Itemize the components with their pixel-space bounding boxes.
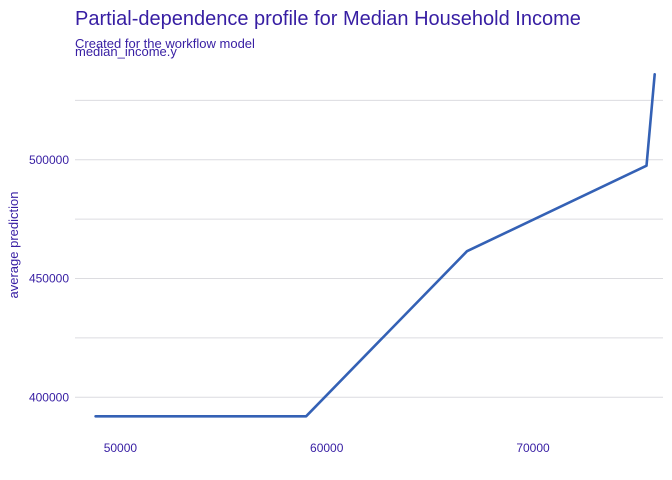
tick-labels: 400000 450000 500000 50000 60000 70000	[29, 153, 550, 455]
series-layer	[94, 73, 657, 418]
chart-title: Partial-dependence profile for Median Ho…	[75, 8, 581, 30]
chart-subtitle: Created for the workflow model	[75, 36, 255, 51]
panel-label: median_income.y	[75, 44, 177, 59]
y-tick-label: 400000	[29, 390, 69, 404]
x-tick-label: 60000	[310, 441, 344, 455]
x-tick-label: 50000	[104, 441, 138, 455]
series-line	[94, 73, 657, 418]
y-tick-label: 500000	[29, 153, 69, 167]
gridlines	[75, 99, 663, 398]
y-axis-title: average prediction	[6, 192, 21, 299]
x-tick-label: 70000	[516, 441, 550, 455]
y-tick-label: 450000	[29, 272, 69, 286]
